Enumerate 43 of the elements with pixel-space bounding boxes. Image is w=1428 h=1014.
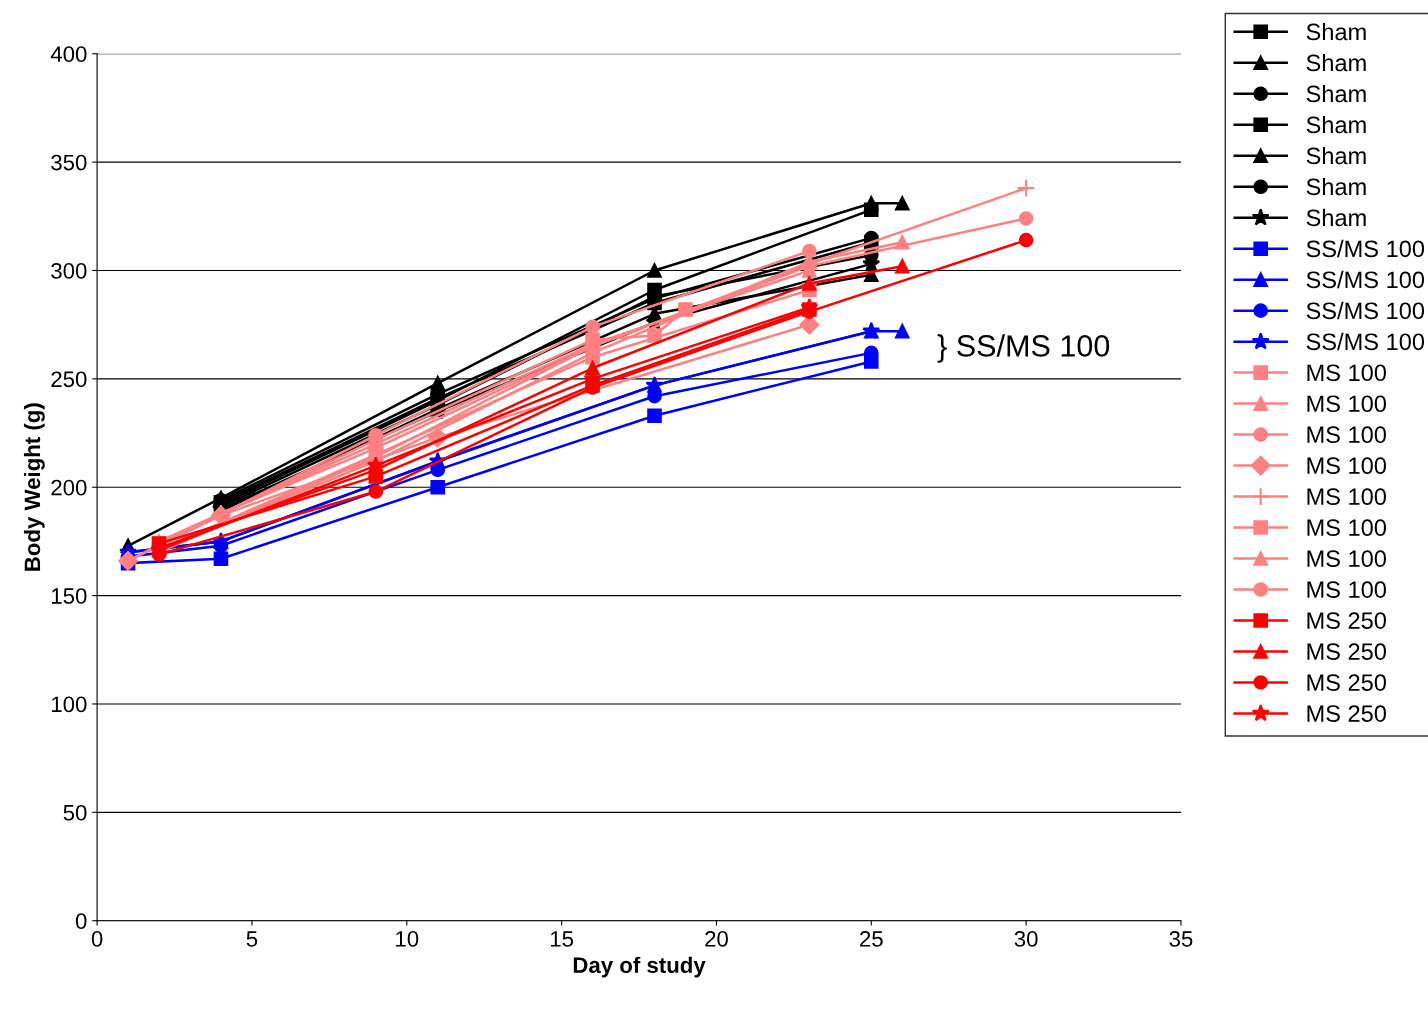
legend-label: Sham: [1306, 115, 1366, 134]
legend-label: SS/MS 100: [1306, 332, 1425, 351]
legend-label: SS/MS 100: [1306, 301, 1425, 320]
legend-label: Sham: [1306, 84, 1366, 103]
legend-label: Sham: [1306, 53, 1366, 72]
annotation: } SS/MS 100: [937, 334, 1110, 363]
y-tick-label: 250: [51, 371, 87, 388]
legend-label: MS 100: [1307, 581, 1386, 598]
y-tick-label: 100: [52, 696, 87, 713]
legend-label: MS 100: [1307, 519, 1386, 537]
legend-label: MS 100: [1307, 395, 1386, 413]
legend-label: MS 250: [1307, 705, 1386, 722]
legend-label: MS 100: [1307, 364, 1386, 382]
y-tick-label: 300: [51, 263, 87, 279]
legend-label: SS/MS 100: [1306, 239, 1425, 258]
y-tick-label: 200: [51, 479, 87, 496]
x-tick-label: 20: [705, 931, 728, 947]
legend-label: MS 250: [1307, 674, 1386, 691]
x-tick-label: 10: [396, 931, 419, 947]
x-tick-label: 15: [550, 931, 574, 947]
x-tick-label: 5: [246, 931, 258, 947]
y-tick-label: 50: [63, 804, 87, 821]
y-tick-label: 400: [50, 46, 87, 63]
x-tick-label: 35: [1169, 931, 1193, 947]
x-axis-title: Day of study: [573, 956, 706, 978]
legend-label: MS 100: [1307, 457, 1386, 475]
y-axis-title: Body Weight (g): [23, 403, 45, 571]
legend-label: MS 250: [1307, 643, 1386, 660]
y-tick-label: 150: [52, 588, 87, 604]
legend-label: MS 250: [1307, 612, 1386, 629]
x-tick-label: 30: [1014, 931, 1038, 947]
legend-label: MS 100: [1307, 550, 1386, 568]
legend-label: Sham: [1306, 208, 1366, 227]
legend-label: MS 100: [1307, 426, 1386, 444]
legend-label: MS 100: [1307, 488, 1386, 506]
legend-label: Sham: [1306, 177, 1366, 196]
x-tick-label: 0: [91, 931, 103, 947]
y-tick-label: 0: [75, 913, 87, 929]
x-tick-label: 25: [860, 931, 883, 947]
legend-label: Sham: [1306, 146, 1366, 165]
legend-label: SS/MS 100: [1306, 270, 1425, 289]
y-tick-label: 350: [51, 154, 87, 171]
legend-label: Sham: [1306, 22, 1366, 41]
